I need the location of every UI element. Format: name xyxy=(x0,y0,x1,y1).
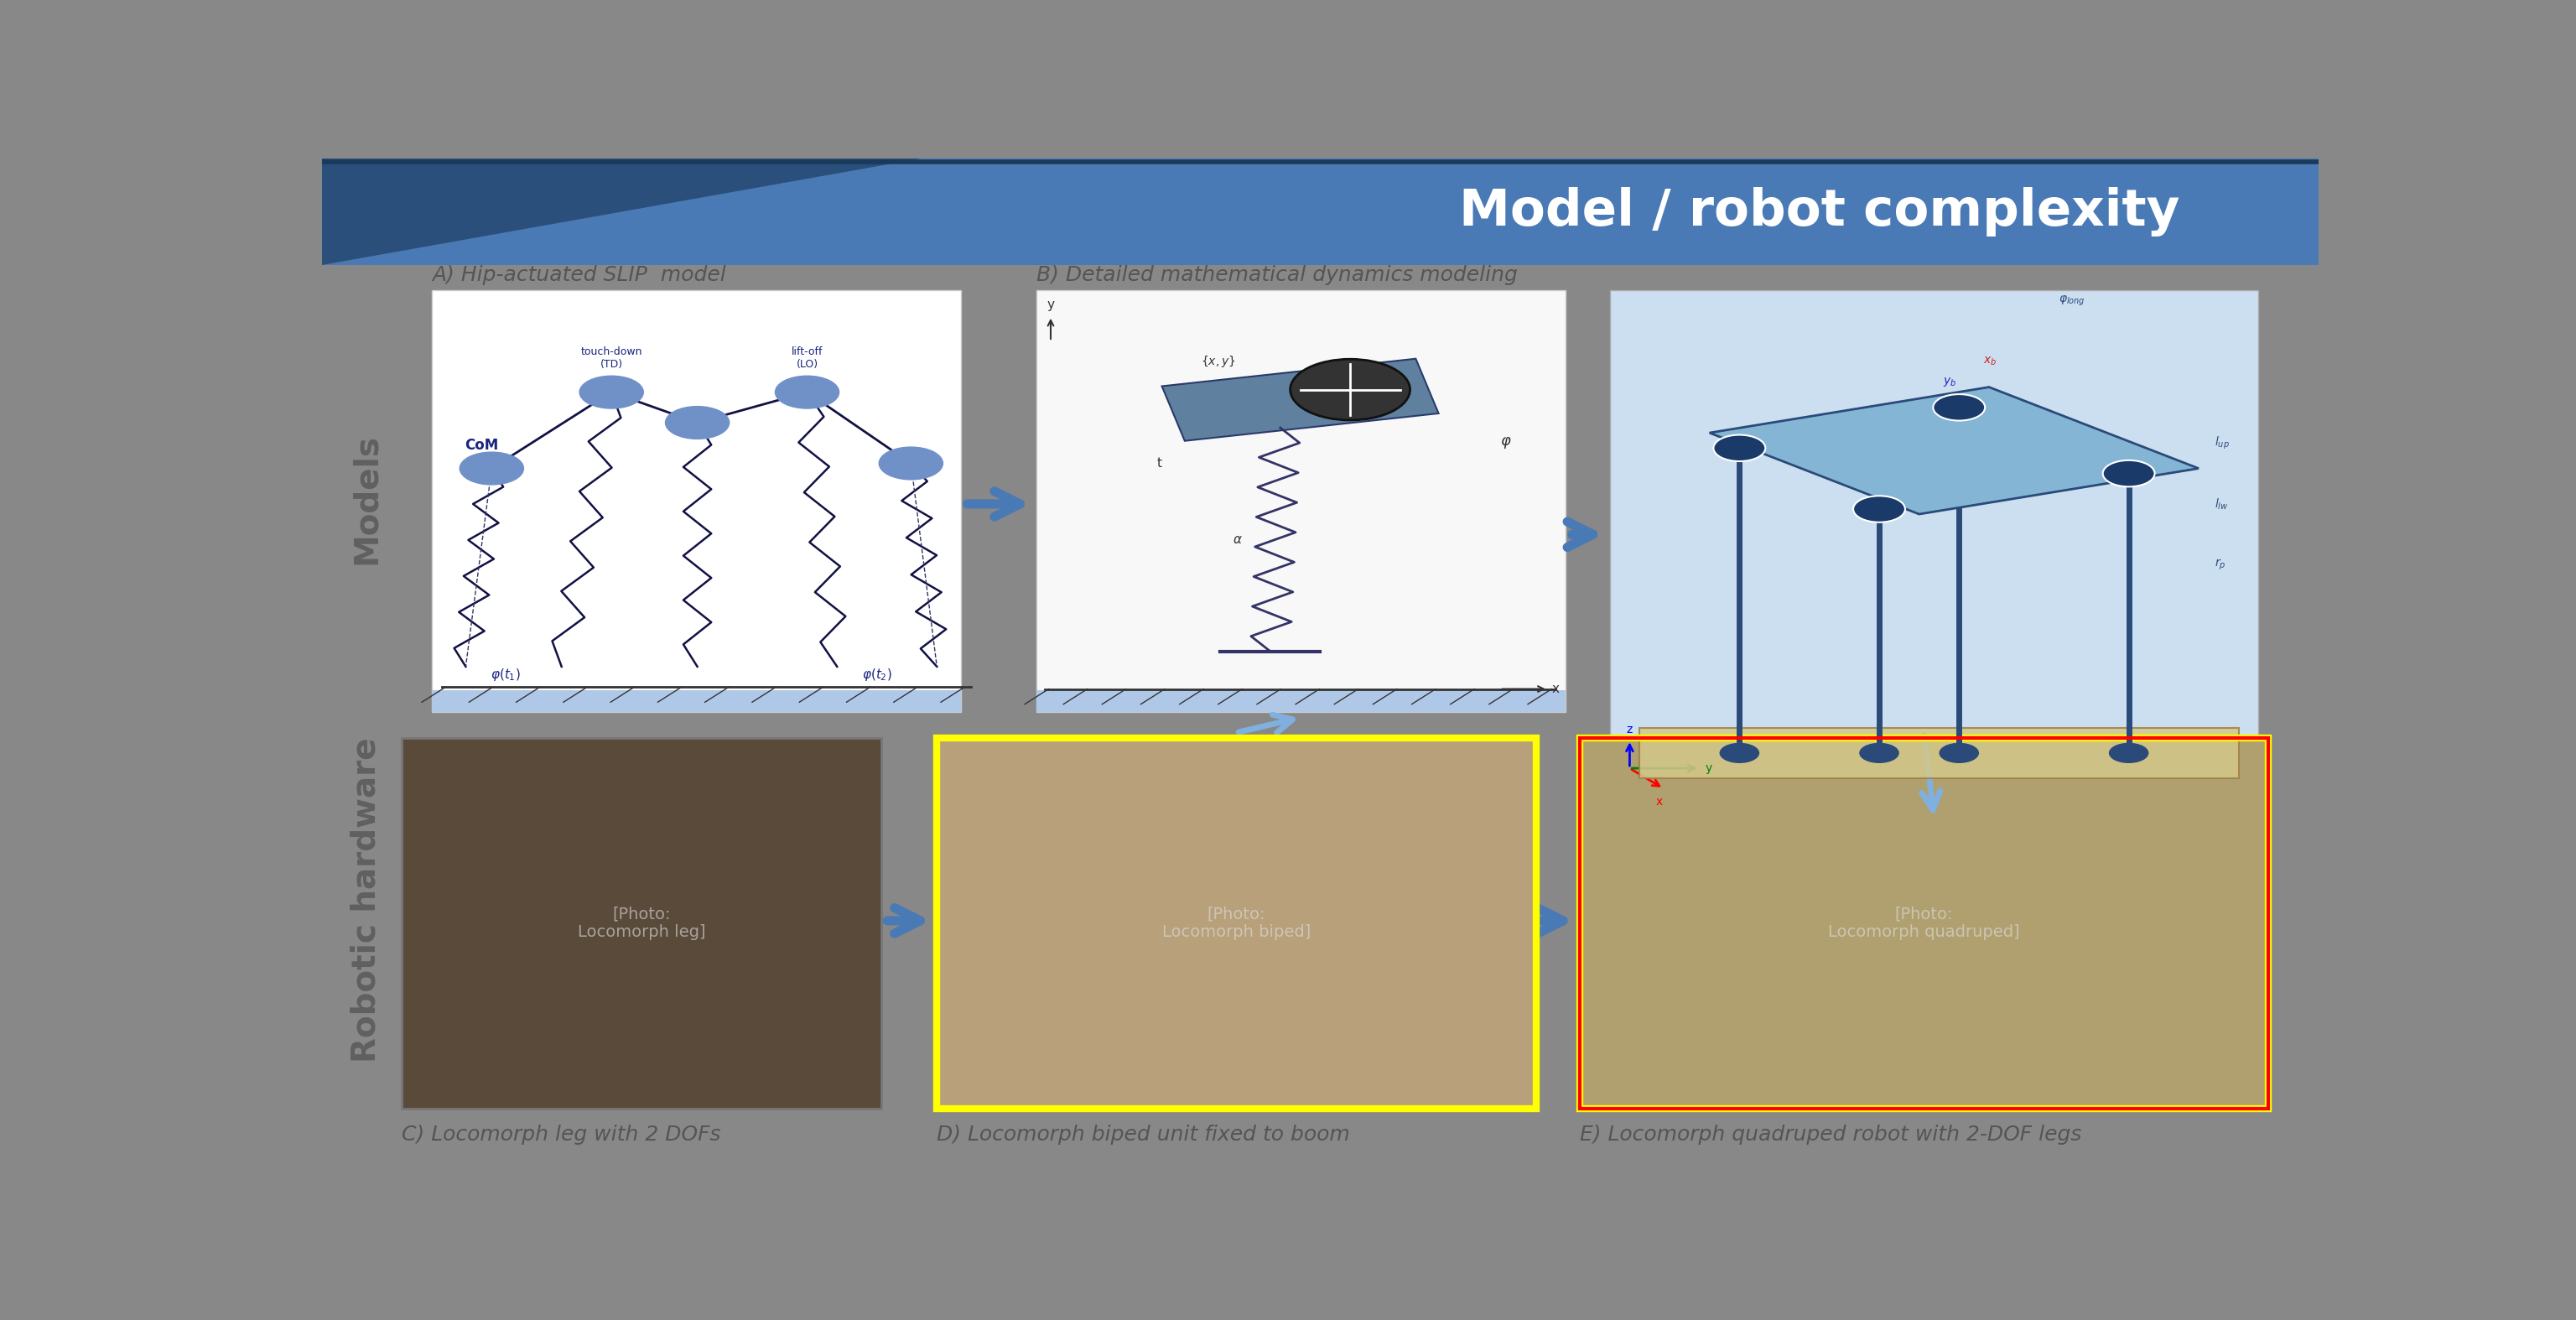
Circle shape xyxy=(1932,395,1986,421)
Text: [Photo:
Locomorph quadruped]: [Photo: Locomorph quadruped] xyxy=(1829,906,2020,940)
Polygon shape xyxy=(1641,727,2239,779)
Text: $\varphi(t_1)$: $\varphi(t_1)$ xyxy=(489,667,520,682)
Text: y: y xyxy=(1046,298,1054,312)
FancyBboxPatch shape xyxy=(433,690,961,713)
Circle shape xyxy=(1291,359,1409,420)
FancyBboxPatch shape xyxy=(402,738,881,1109)
Text: t: t xyxy=(1157,457,1162,470)
Text: $\varphi$: $\varphi$ xyxy=(1499,436,1512,450)
Text: $\alpha$: $\alpha$ xyxy=(1231,533,1242,546)
Text: D) Locomorph biped unit fixed to boom: D) Locomorph biped unit fixed to boom xyxy=(938,1125,1350,1144)
Text: $x_b$: $x_b$ xyxy=(1984,355,1996,368)
Circle shape xyxy=(878,447,943,479)
Text: Robotic hardware: Robotic hardware xyxy=(350,738,381,1063)
Text: E) Locomorph quadruped robot with 2-DOF legs: E) Locomorph quadruped robot with 2-DOF … xyxy=(1579,1125,2081,1144)
Text: $\varphi_{long}$: $\varphi_{long}$ xyxy=(2058,294,2087,308)
Circle shape xyxy=(775,376,840,408)
FancyBboxPatch shape xyxy=(1610,290,2259,814)
Circle shape xyxy=(665,407,729,440)
FancyBboxPatch shape xyxy=(1036,290,1566,713)
Circle shape xyxy=(459,453,523,484)
FancyBboxPatch shape xyxy=(433,290,961,713)
Text: [Photo:
Locomorph biped]: [Photo: Locomorph biped] xyxy=(1162,906,1311,940)
Text: Model / robot complexity: Model / robot complexity xyxy=(1458,187,2179,236)
Circle shape xyxy=(2110,743,2148,763)
Text: z: z xyxy=(1625,723,1633,735)
Circle shape xyxy=(1721,743,1759,763)
Polygon shape xyxy=(322,158,922,265)
Text: Models: Models xyxy=(350,433,381,565)
Text: B) Detailed mathematical dynamics modeling: B) Detailed mathematical dynamics modeli… xyxy=(1036,265,1517,285)
Text: $\{x, y\}$: $\{x, y\}$ xyxy=(1200,354,1236,370)
FancyBboxPatch shape xyxy=(1036,690,1566,713)
Circle shape xyxy=(1852,496,1906,523)
Text: lift-off
(LO): lift-off (LO) xyxy=(791,346,822,370)
Text: $l_{up}$: $l_{up}$ xyxy=(2215,434,2228,451)
Text: y: y xyxy=(1705,763,1713,774)
Text: touch-down
(TD): touch-down (TD) xyxy=(580,346,641,370)
Circle shape xyxy=(580,376,644,408)
Text: $y_b$: $y_b$ xyxy=(1942,376,1958,388)
Bar xyxy=(1162,359,1437,441)
Text: CoM: CoM xyxy=(464,438,500,453)
FancyBboxPatch shape xyxy=(1579,738,2269,1109)
Text: $l_{lw}$: $l_{lw}$ xyxy=(2215,496,2228,511)
Circle shape xyxy=(1713,434,1765,461)
Polygon shape xyxy=(1710,387,2200,513)
FancyBboxPatch shape xyxy=(322,158,2318,265)
Text: [Photo:
Locomorph leg]: [Photo: Locomorph leg] xyxy=(577,906,706,940)
Circle shape xyxy=(2102,461,2154,487)
Text: $\varphi(t_2)$: $\varphi(t_2)$ xyxy=(863,667,891,682)
Text: C) Locomorph leg with 2 DOFs: C) Locomorph leg with 2 DOFs xyxy=(402,1125,721,1144)
Text: x: x xyxy=(1551,682,1558,696)
Text: $r_p$: $r_p$ xyxy=(2215,558,2226,572)
Text: A) Hip-actuated SLIP  model: A) Hip-actuated SLIP model xyxy=(433,265,726,285)
Text: x: x xyxy=(1656,796,1664,808)
Circle shape xyxy=(1940,743,1978,763)
FancyBboxPatch shape xyxy=(938,738,1535,1109)
Circle shape xyxy=(1860,743,1899,763)
